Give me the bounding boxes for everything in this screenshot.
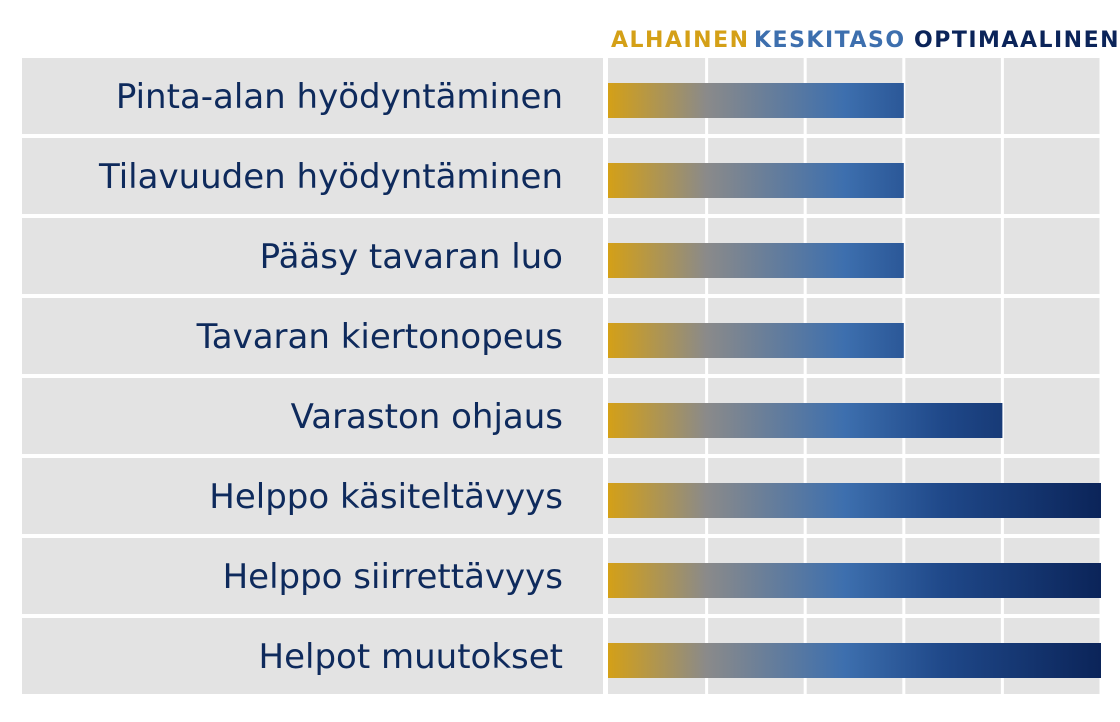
category-label: Pinta-alan hyödyntäminen (116, 77, 563, 117)
grid-cell (905, 218, 1001, 294)
bar (608, 323, 904, 358)
chart-row: Tavaran kiertonopeus (22, 298, 1100, 374)
chart-row: Pinta-alan hyödyntäminen (22, 58, 1100, 134)
label-cell (22, 218, 603, 294)
bar (608, 563, 1101, 598)
grid-cell (1003, 58, 1100, 134)
label-cell (22, 538, 603, 614)
category-label: Tilavuuden hyödyntäminen (98, 157, 563, 197)
legend-level-2: KESKITASO (754, 28, 906, 53)
label-cell (22, 298, 603, 374)
chart-row: Helppo käsiteltävyys (22, 458, 1101, 534)
label-cell (22, 458, 603, 534)
bar (608, 83, 904, 118)
label-cell (22, 138, 603, 214)
bar (608, 403, 1003, 438)
category-label: Helppo käsiteltävyys (209, 477, 563, 517)
bar (608, 163, 904, 198)
grid-cell (905, 58, 1001, 134)
chart-row: Tilavuuden hyödyntäminen (22, 138, 1100, 214)
category-label: Helpot muutokset (259, 637, 563, 677)
category-label: Helppo siirrettävyys (223, 557, 563, 597)
bar (608, 483, 1101, 518)
label-cell (22, 378, 603, 454)
label-cell (22, 58, 603, 134)
grid-cell (1003, 218, 1100, 294)
chart-row: Pääsy tavaran luo (22, 218, 1100, 294)
chart-legend: ALHAINEN KESKITASO OPTIMAALINEN (611, 28, 1120, 53)
bar (608, 643, 1101, 678)
grid-cell (905, 138, 1001, 214)
category-label: Tavaran kiertonopeus (196, 317, 563, 357)
grid-cell (1003, 378, 1100, 454)
legend-level-3: OPTIMAALINEN (914, 28, 1120, 53)
chart-rows: Pinta-alan hyödyntäminen Tilavuuden hyödy… (22, 58, 1101, 694)
category-label: Varaston ohjaus (291, 397, 563, 437)
grid-cell (905, 298, 1001, 374)
chart-row: Helppo siirrettävyys (22, 538, 1101, 614)
bar (608, 243, 904, 278)
grid-cell (1003, 298, 1100, 374)
label-cell (22, 618, 603, 694)
chart-row: Helpot muutokset (22, 618, 1101, 694)
category-label: Pääsy tavaran luo (260, 237, 563, 277)
chart-row: Varaston ohjaus (22, 378, 1100, 454)
grid-cell (1003, 138, 1100, 214)
legend-level-1: ALHAINEN (611, 28, 750, 53)
